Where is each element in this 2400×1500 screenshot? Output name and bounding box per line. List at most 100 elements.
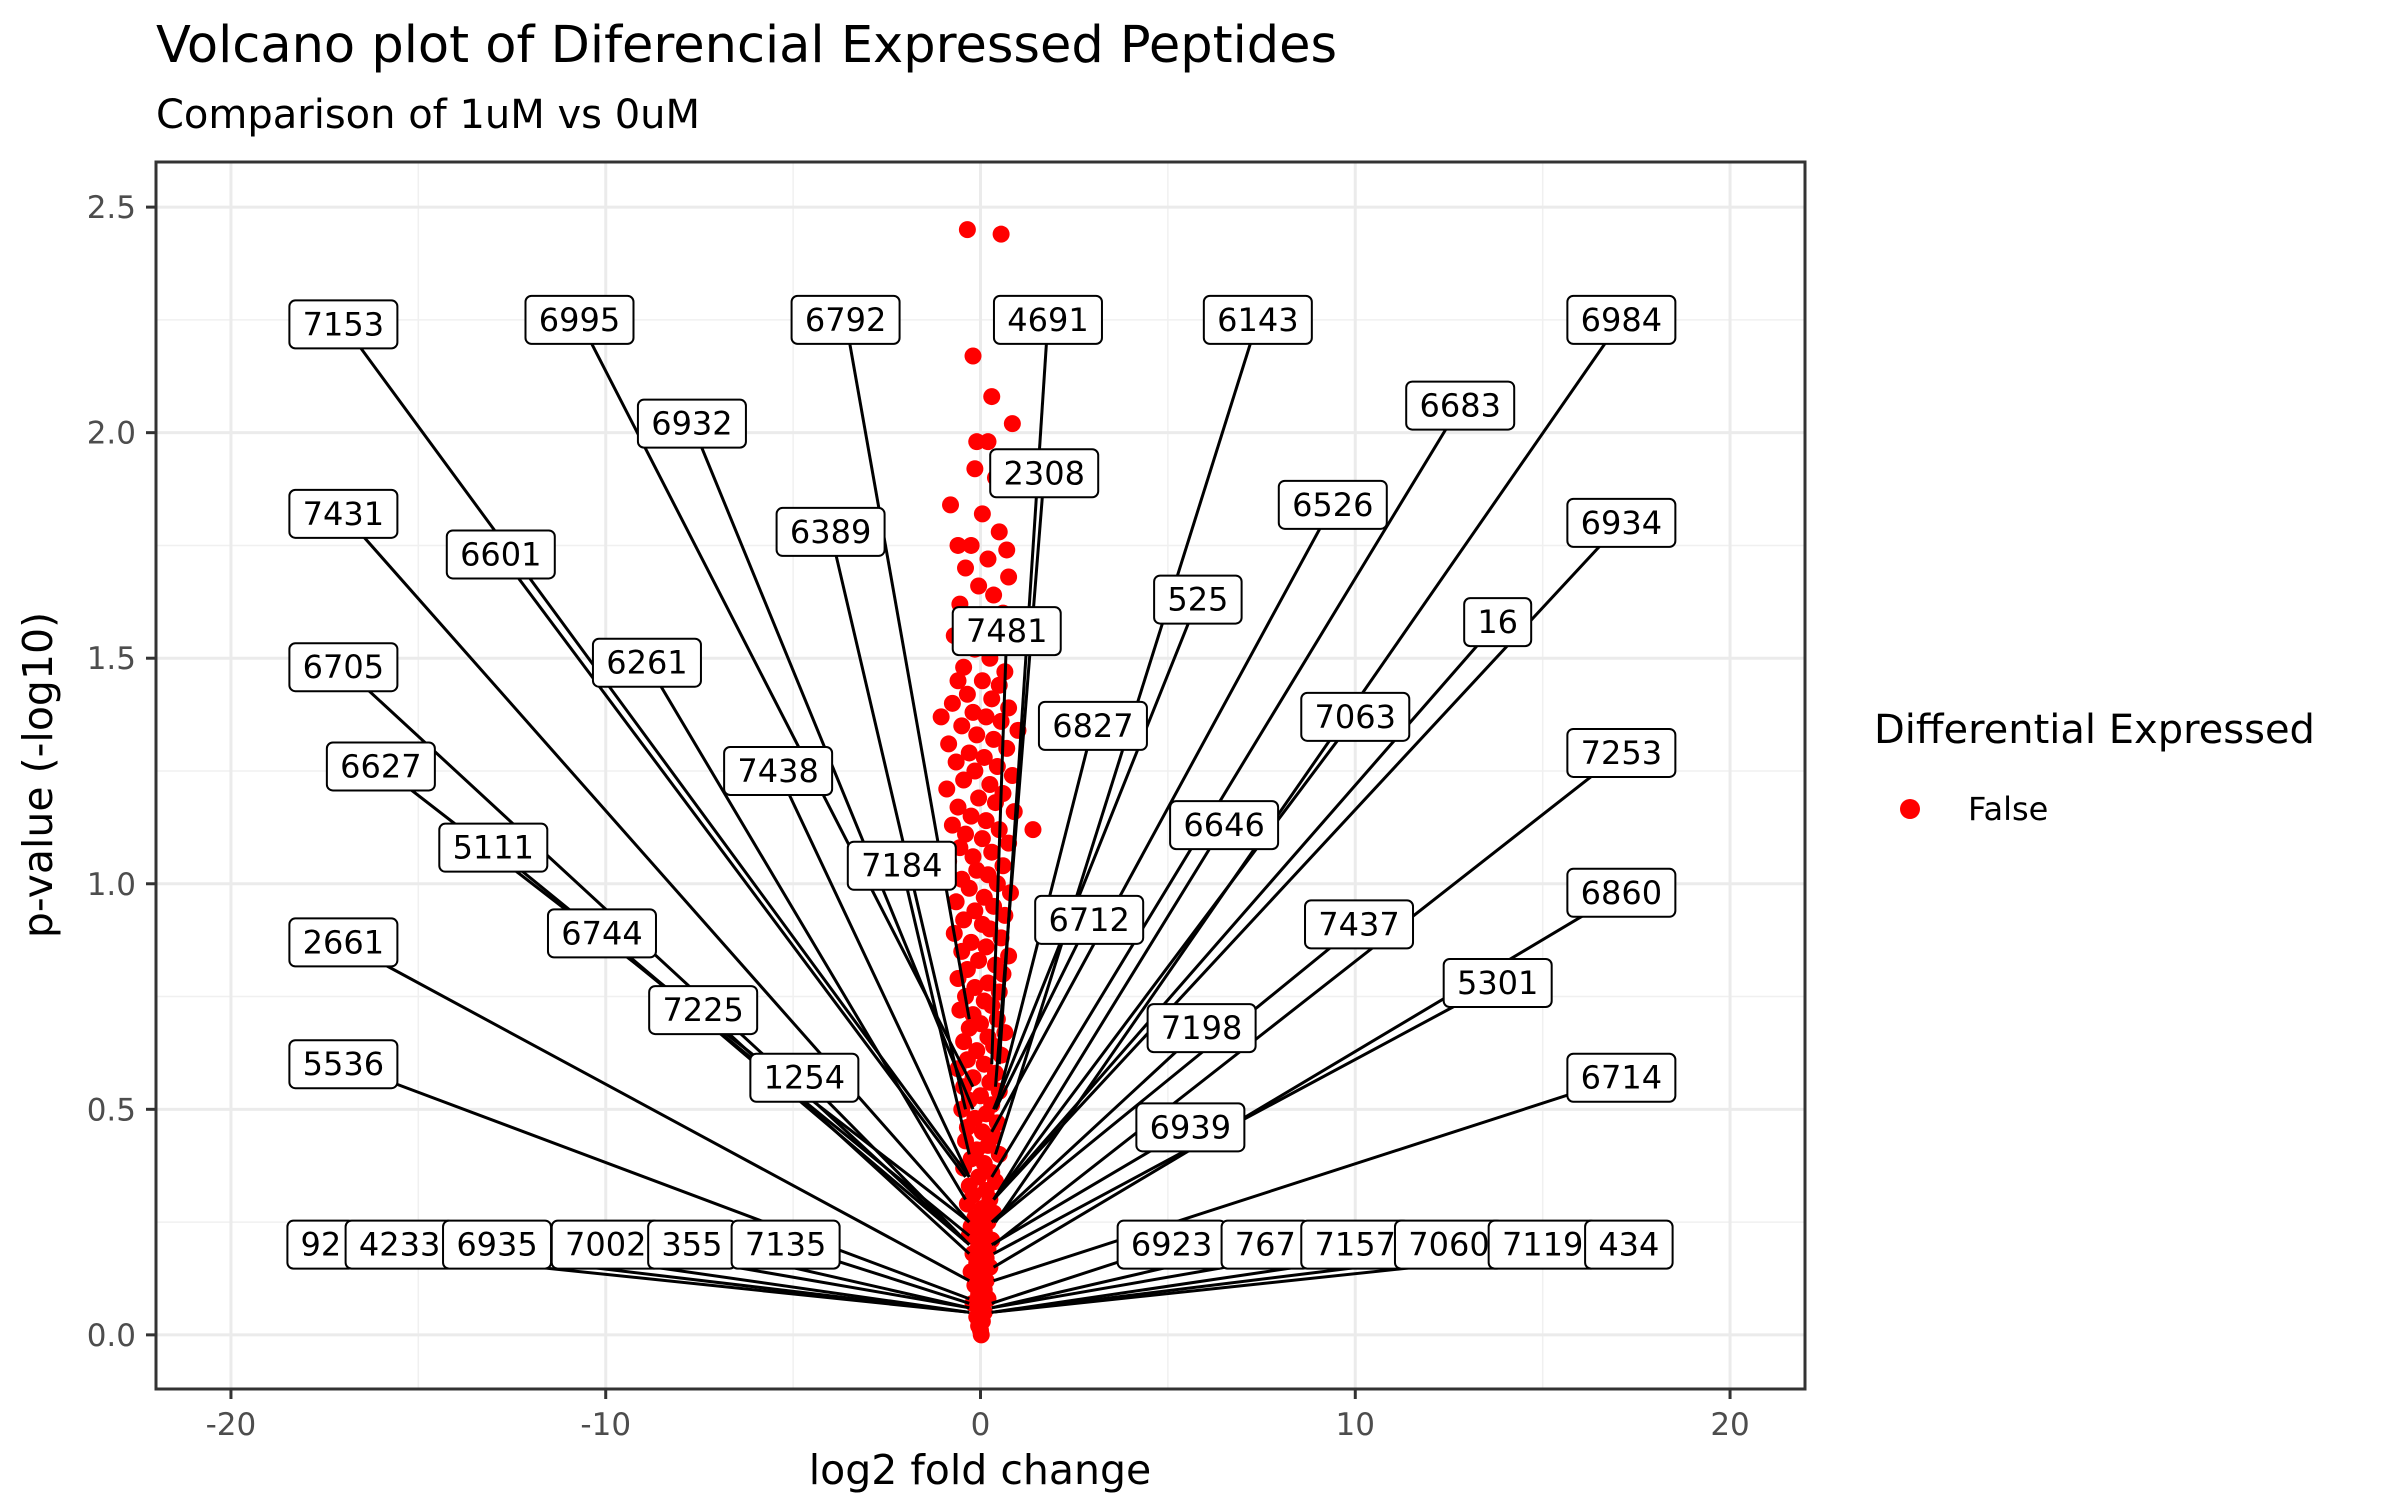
label-connector — [803, 1076, 971, 1246]
legend-swatch — [1900, 799, 1920, 819]
peptide-label: 6984 — [1566, 294, 1677, 345]
data-point — [958, 685, 976, 703]
data-point — [1003, 415, 1021, 433]
label-text: 6714 — [1581, 1059, 1662, 1097]
data-point — [983, 997, 1001, 1015]
data-point — [990, 523, 1008, 541]
label-connector — [776, 770, 971, 1178]
data-point — [1000, 568, 1018, 586]
peptide-label: 16 — [1463, 597, 1533, 648]
label-text: 6827 — [1052, 707, 1133, 745]
label-text: 6984 — [1581, 301, 1662, 339]
peptide-label: 7253 — [1566, 727, 1677, 778]
data-point — [977, 812, 995, 830]
data-point — [949, 798, 967, 816]
label-text: 6923 — [1131, 1226, 1212, 1264]
y-tick-label: 1.0 — [87, 867, 136, 903]
data-point — [983, 388, 1001, 406]
peptide-label: 6995 — [524, 294, 635, 345]
data-point — [970, 789, 988, 807]
peptide-label: 6714 — [1566, 1052, 1677, 1103]
label-box — [288, 917, 399, 968]
data-point — [955, 1033, 973, 1051]
label-text: 6712 — [1048, 901, 1129, 939]
label-text: 6261 — [606, 644, 687, 682]
peptide-label: 7060 — [1393, 1219, 1504, 1270]
data-point — [979, 433, 997, 451]
y-tick-label: 0.5 — [87, 1092, 136, 1128]
label-text: 16 — [1477, 603, 1518, 641]
label-text: 7184 — [861, 847, 942, 885]
data-point — [958, 221, 976, 239]
data-point — [942, 496, 960, 514]
label-text: 7157 — [1315, 1226, 1396, 1264]
label-connector — [499, 553, 967, 1178]
label-box — [288, 1039, 399, 1090]
peptide-label: 1254 — [749, 1052, 860, 1103]
label-box — [648, 985, 759, 1036]
label-text: 6860 — [1581, 874, 1662, 912]
data-point — [947, 893, 965, 911]
legend-label-false: False — [1968, 790, 2048, 828]
x-tick-label: 20 — [1710, 1407, 1749, 1443]
label-text: 7153 — [303, 305, 384, 343]
legend-title: Differential Expressed — [1874, 707, 2315, 753]
data-point — [953, 717, 971, 735]
peptide-label: 7119 — [1487, 1219, 1598, 1270]
label-text: 6939 — [1150, 1108, 1231, 1146]
label-text: 6627 — [340, 747, 421, 785]
data-point — [947, 753, 965, 771]
data-point — [955, 658, 973, 676]
label-connector — [992, 599, 1200, 1110]
label-box — [775, 506, 886, 557]
data-point — [957, 559, 975, 577]
data-point — [985, 730, 1003, 748]
y-tick-label: 0.0 — [87, 1318, 136, 1354]
data-point — [943, 694, 961, 712]
label-connector — [990, 504, 1335, 1133]
label-text: 6932 — [651, 405, 732, 443]
x-tick-label: 0 — [971, 1407, 991, 1443]
label-connector — [992, 715, 1357, 1201]
peptide-label: 6601 — [445, 529, 556, 580]
label-box — [723, 745, 834, 796]
label-text: 4233 — [359, 1226, 440, 1264]
peptide-label: 5536 — [288, 1039, 399, 1090]
label-text: 5111 — [453, 829, 534, 867]
label-text: 6935 — [456, 1226, 537, 1264]
label-text: 7225 — [662, 991, 743, 1029]
label-text: 7431 — [303, 495, 384, 533]
data-point — [966, 460, 984, 478]
peptide-label: 4233 — [344, 1219, 455, 1270]
label-box — [1037, 700, 1148, 751]
label-connector — [342, 512, 971, 1224]
peptide-label: 6932 — [636, 398, 747, 449]
data-point — [973, 505, 991, 523]
label-box — [1442, 958, 1553, 1009]
label-box — [1405, 380, 1516, 431]
label-text: 767 — [1235, 1226, 1296, 1264]
label-text: 6143 — [1217, 301, 1298, 339]
label-box — [1566, 867, 1677, 918]
label-box — [524, 294, 635, 345]
label-text: 7060 — [1408, 1226, 1489, 1264]
label-text: 6744 — [561, 914, 642, 952]
data-point — [960, 744, 978, 762]
label-text: 355 — [661, 1226, 722, 1264]
peptide-label: 6860 — [1566, 867, 1677, 918]
label-box — [325, 741, 436, 792]
peptide-label: 6939 — [1135, 1102, 1246, 1153]
label-box — [749, 1052, 860, 1103]
label-connector — [342, 1062, 970, 1301]
data-point — [998, 541, 1016, 559]
label-text: 2308 — [1003, 454, 1084, 492]
peptide-label: 6683 — [1405, 380, 1516, 431]
data-point — [932, 708, 950, 726]
x-tick-label: -20 — [206, 1407, 257, 1443]
label-box — [1566, 727, 1677, 778]
label-connector — [992, 923, 1360, 1224]
data-point — [949, 672, 967, 690]
label-connector — [342, 666, 971, 1246]
label-text: 6389 — [790, 513, 871, 551]
